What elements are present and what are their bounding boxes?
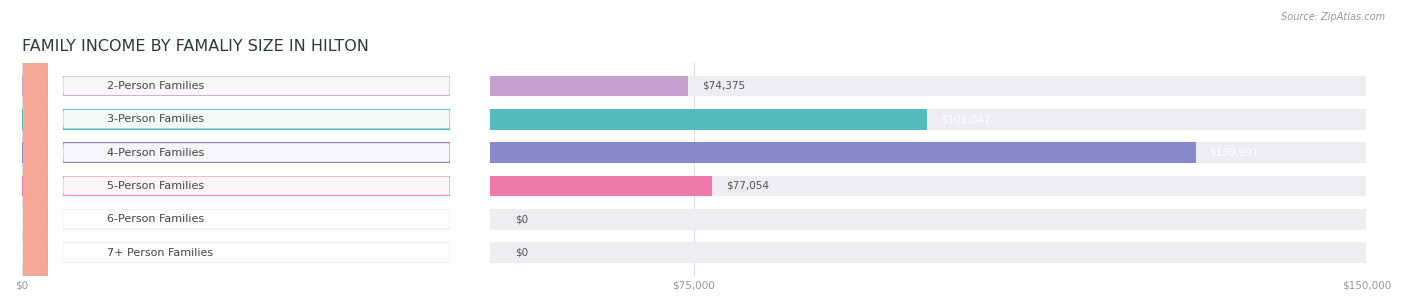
FancyBboxPatch shape	[24, 0, 48, 305]
Bar	[21, 175, 713, 196]
Text: 3-Person Families: 3-Person Families	[107, 114, 204, 124]
Bar	[21, 109, 928, 130]
FancyBboxPatch shape	[24, 0, 489, 305]
FancyBboxPatch shape	[24, 0, 48, 305]
Text: 6-Person Families: 6-Person Families	[107, 214, 204, 224]
Text: FAMILY INCOME BY FAMALIY SIZE IN HILTON: FAMILY INCOME BY FAMALIY SIZE IN HILTON	[21, 39, 368, 54]
Text: $74,375: $74,375	[702, 81, 745, 91]
Bar	[21, 142, 1367, 163]
Bar	[21, 175, 1367, 196]
FancyBboxPatch shape	[24, 0, 48, 305]
FancyBboxPatch shape	[24, 0, 489, 305]
Text: 7+ Person Families: 7+ Person Families	[107, 247, 212, 257]
Bar	[21, 76, 1367, 96]
Bar	[21, 76, 689, 96]
Text: $0: $0	[515, 247, 527, 257]
FancyBboxPatch shape	[24, 0, 489, 305]
Bar	[21, 242, 1367, 263]
Text: $130,991: $130,991	[1209, 148, 1258, 157]
Text: 4-Person Families: 4-Person Families	[107, 148, 204, 157]
FancyBboxPatch shape	[24, 0, 48, 305]
FancyBboxPatch shape	[24, 0, 48, 305]
Bar	[21, 209, 1367, 229]
FancyBboxPatch shape	[24, 0, 489, 305]
Bar	[21, 109, 1367, 130]
Bar	[21, 142, 1197, 163]
Text: $77,054: $77,054	[725, 181, 769, 191]
Text: $0: $0	[515, 214, 527, 224]
FancyBboxPatch shape	[24, 0, 48, 305]
FancyBboxPatch shape	[24, 0, 489, 305]
Text: 5-Person Families: 5-Person Families	[107, 181, 204, 191]
FancyBboxPatch shape	[24, 0, 489, 305]
Text: $101,047: $101,047	[941, 114, 990, 124]
Text: 2-Person Families: 2-Person Families	[107, 81, 204, 91]
Text: Source: ZipAtlas.com: Source: ZipAtlas.com	[1281, 12, 1385, 22]
